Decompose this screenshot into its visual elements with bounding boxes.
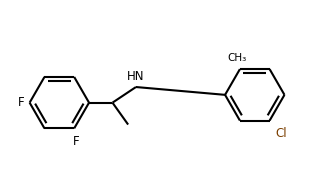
Text: HN: HN xyxy=(127,70,144,83)
Text: F: F xyxy=(73,135,80,148)
Text: F: F xyxy=(18,96,25,109)
Text: Cl: Cl xyxy=(275,127,287,140)
Text: CH₃: CH₃ xyxy=(227,53,246,63)
